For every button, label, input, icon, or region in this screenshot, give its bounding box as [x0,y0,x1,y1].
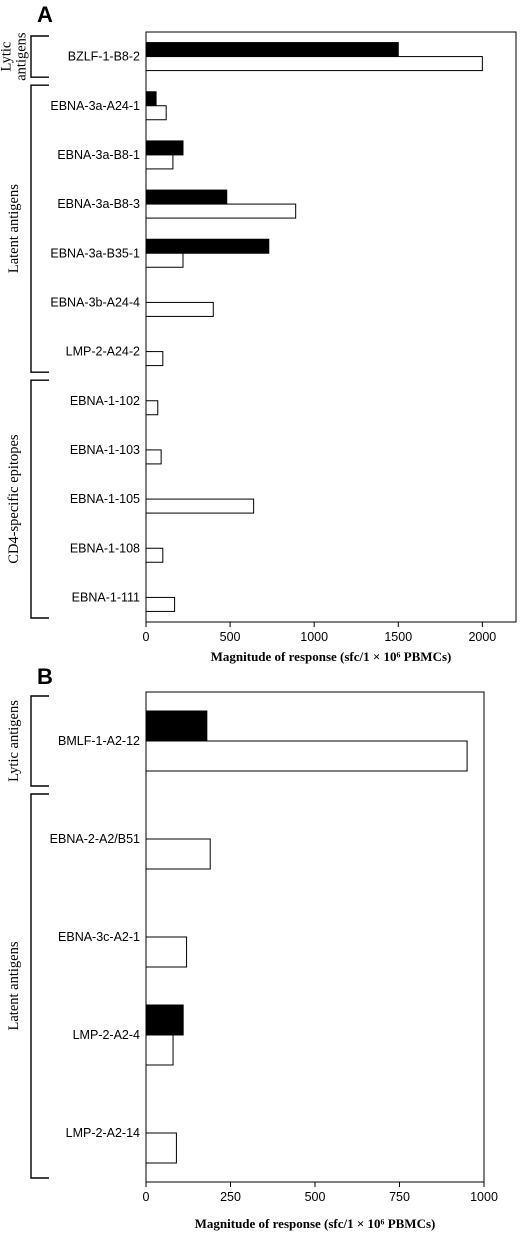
panel-b-bar-bmlf-1-a2-12-series-1 [145,710,208,742]
panel-a-x-axis-label: Magnitude of response (sfc/1 × 10⁶ PBMCs… [211,649,452,664]
panel-b-tick-label-250: 250 [220,1190,241,1204]
panel-a-label-ebna-3a-b8-3: EBNA-3a-B8-3 [57,197,140,211]
panel-a-bracket-latent-antigens [30,84,49,373]
panel-b-bar-lmp-2-a2-4-series-2 [145,1034,174,1066]
panel-a-label-ebna-3a-b8-1: EBNA-3a-B8-1 [57,148,140,162]
panel-a-bar-ebna-3a-a24-1-series-1 [145,91,157,107]
panel-a-tick-label-1500: 1500 [384,630,412,644]
panel-b-bar-lmp-2-a2-4-series-1 [145,1004,184,1036]
panel-a-bar-ebna-1-105-series-2 [145,498,255,514]
panel-a-bar-ebna-1-108-series-2 [145,547,164,563]
panel-a-group-label-lytic-antigens-line-1: Lytic [0,42,15,72]
panel-a-label-ebna-1-108: EBNA-1-108 [70,541,140,555]
panel-b-bar-ebna-2-a2-b51-series-2 [145,838,211,870]
panel-a-bar-ebna-1-103-series-2 [145,449,162,465]
panel-a-bar-ebna-3a-b8-3-series-2 [145,203,297,219]
panel-a-bar-ebna-1-111-series-2 [145,596,176,612]
panel-a-bar-bzlf-1-b8-2-series-1 [145,42,399,58]
panel-b-bracket-latent-antigens [30,793,49,1179]
panel-a-groups: Lytic antigens Latent antigens CD4-specific… [0,32,49,619]
panel-b-bar-bmlf-1-a2-12-series-2 [145,740,468,772]
panel-b-label-bmlf-1-a2-12: BMLF-1-A2-12 [58,734,140,748]
panel-b-group-label-lytic-antigens: Lytic antigens [6,700,22,782]
panel-b-label-ebna-3c-a2-1: EBNA-3c-A2-1 [58,930,140,944]
panel-b-x-ticks: 0 250 500 750 1000 [143,1182,498,1204]
panel-b-bars [145,710,468,1164]
panel-a-tick-label-1000: 1000 [300,630,328,644]
panel-a-label-ebna-1-105: EBNA-1-105 [70,492,140,506]
panel-a-label-ebna-1-111: EBNA-1-111 [72,590,140,604]
panel-b-label-ebna-2-a2-b51: EBNA-2-A2/B51 [50,832,140,846]
panel-b-label-lmp-2-a2-14: LMP-2-A2-14 [66,1126,140,1140]
panel-a-label-lmp-2-a24-2: LMP-2-A24-2 [66,345,140,359]
panel-a-bar-ebna-3a-b8-1-series-1 [145,140,184,156]
panel-a-letter: A [37,2,53,27]
panel-a-bar-ebna-3b-a24-4-series-2 [145,301,214,317]
panel-a: A BZLF-1-B8-2 EBNA-3a-A24-1 EBNA-3a-B8-1 EB… [0,2,517,664]
panel-b: B BMLF-1-A2-12 EBNA-2-A2/B51 EBNA-3c-A2-1 L… [6,664,498,1231]
panel-a-bar-ebna-3a-a24-1-series-2 [145,105,167,121]
panel-a-plot-frame [145,31,517,623]
panel-b-tick-label-0: 0 [143,1190,150,1204]
panel-b-group-label-latent-antigens: Latent antigens [6,941,22,1030]
panel-b-bracket-lytic-antigens [30,695,49,787]
panel-a-bar-lmp-2-a24-2-series-2 [145,351,164,367]
panel-a-category-labels: BZLF-1-B8-2 EBNA-3a-A24-1 EBNA-3a-B8-1 EBNA… [50,50,140,605]
panel-a-group-label-cd4-specific-epitopes: CD4-specific epitopes [6,434,22,564]
panel-b-tick-label-500: 500 [305,1190,326,1204]
panel-a-label-ebna-1-103: EBNA-1-103 [70,443,140,457]
panel-b-tick-label-1000: 1000 [470,1190,498,1204]
panel-a-tick-label-500: 500 [220,630,241,644]
panel-b-label-lmp-2-a2-4: LMP-2-A2-4 [73,1028,140,1042]
panel-a-label-ebna-3a-a24-1: EBNA-3a-A24-1 [50,99,140,113]
panel-a-label-ebna-1-102: EBNA-1-102 [70,394,140,408]
panel-a-label-ebna-3a-b35-1: EBNA-3a-B35-1 [50,246,140,260]
panel-a-bar-ebna-3a-b35-1-series-2 [145,252,184,268]
panel-b-groups: Lytic antigens Latent antigens [6,695,49,1179]
panel-a-x-ticks: 0 500 1000 1500 2000 [143,622,496,644]
panel-a-tick-label-2000: 2000 [468,630,496,644]
panel-a-tick-label-0: 0 [143,630,150,644]
panel-b-letter: B [37,664,53,689]
panel-a-bracket-cd4-specific-epitopes [30,379,49,619]
panel-a-bars [145,42,483,612]
panel-b-tick-label-750: 750 [389,1190,410,1204]
panel-a-label-ebna-3b-a24-4: EBNA-3b-A24-4 [50,295,140,309]
panel-a-bar-ebna-3a-b8-3-series-1 [145,189,228,205]
panel-a-group-label-lytic-antigens-line-2: antigens [14,32,30,81]
panel-b-x-axis-label: Magnitude of response (sfc/1 × 10⁶ PBMCs… [195,1216,436,1231]
panel-a-bar-ebna-1-102-series-2 [145,400,159,416]
panel-b-category-labels: BMLF-1-A2-12 EBNA-2-A2/B51 EBNA-3c-A2-1 LMP… [50,734,140,1140]
panel-a-label-bzlf-1-b8-2: BZLF-1-B8-2 [68,50,140,64]
panel-a-bar-ebna-3a-b8-1-series-2 [145,154,174,170]
panel-a-bar-bzlf-1-b8-2-series-2 [145,56,483,72]
panel-a-group-label-latent-antigens: Latent antigens [6,184,22,273]
panel-b-bar-lmp-2-a2-14-series-2 [145,1132,177,1164]
panel-a-bar-ebna-3a-b35-1-series-1 [145,238,270,254]
panel-b-bar-ebna-3c-a2-1-series-2 [145,936,188,968]
panel-a-bracket-lytic-antigens [30,35,49,78]
